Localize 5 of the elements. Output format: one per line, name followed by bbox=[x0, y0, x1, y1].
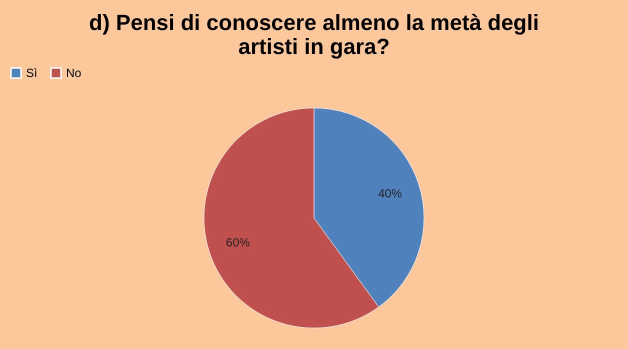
data-label: 40% bbox=[378, 186, 402, 200]
data-label: 60% bbox=[226, 236, 250, 250]
legend-label: No bbox=[66, 66, 82, 80]
chart-title: d) Pensi di conoscere almeno la metà degli artisti in gara? bbox=[89, 10, 539, 59]
legend-label: Sì bbox=[26, 66, 38, 80]
